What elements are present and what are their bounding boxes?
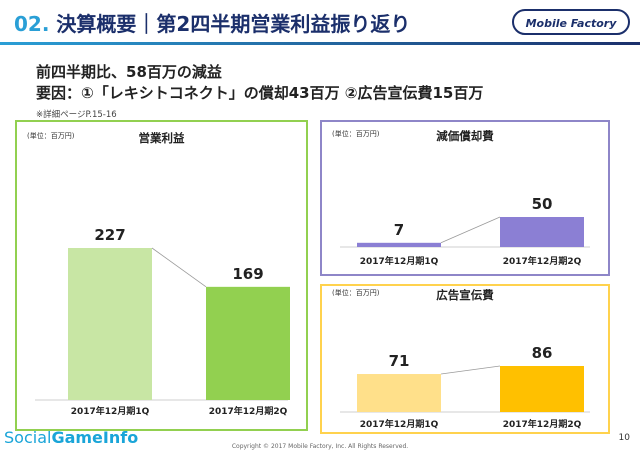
header: 02. 決算概要｜第2四半期営業利益振り返り Mobile Factory bbox=[0, 0, 640, 45]
operating-profit-chart: (単位：百万円) 営業利益 227 2017年12月期1Q 169 2017年12月期2Q bbox=[15, 120, 308, 431]
connector-line bbox=[440, 365, 501, 375]
company-logo: Mobile Factory bbox=[512, 9, 630, 35]
category-label: 2017年12月期1Q bbox=[360, 418, 439, 430]
category-label: 2017年12月期2Q bbox=[209, 405, 288, 417]
headline: 前四半期比、58百万の減益 要因：①「レキシトコネクト」の償却43百万 ②広告宣… bbox=[36, 62, 483, 104]
watermark-brand: SocialGameInfo bbox=[4, 428, 138, 447]
brand-game: Game bbox=[51, 428, 103, 447]
copyright: Copyright © 2017 Mobile Factory, Inc. Al… bbox=[231, 443, 409, 450]
unit-label: (単位：百万円) bbox=[332, 129, 380, 138]
bar-value-label: 169 bbox=[232, 265, 263, 283]
chart-title: 営業利益 bbox=[139, 131, 185, 145]
depreciation-chart-svg: (単位：百万円) 減価償却費 7 2017年12月期1Q 50 2017年12月期2Q bbox=[320, 120, 610, 276]
bar-value-label: 7 bbox=[394, 221, 404, 239]
category-label: 2017年12月期2Q bbox=[503, 418, 582, 430]
bar bbox=[357, 242, 441, 247]
advertising-chart-svg: (単位：百万円) 広告宣伝費 71 2017年12月期1Q 86 2017年12月期2Q bbox=[320, 284, 610, 434]
operating-profit-chart-svg: (単位：百万円) 営業利益 227 2017年12月期1Q 169 2017年12月期2Q bbox=[15, 120, 308, 431]
bar bbox=[500, 366, 584, 412]
chart-title: 広告宣伝費 bbox=[436, 288, 494, 302]
chart-border bbox=[320, 284, 610, 434]
category-label: 2017年12月期1Q bbox=[71, 405, 150, 417]
chart-title: 減価償却費 bbox=[436, 129, 494, 143]
connector-line bbox=[440, 216, 501, 244]
brand-info: Info bbox=[102, 428, 139, 447]
bar-value-label: 86 bbox=[532, 344, 553, 362]
depreciation-chart: (単位：百万円) 減価償却費 7 2017年12月期1Q 50 2017年12月期2Q bbox=[320, 120, 610, 276]
unit-label: (単位：百万円) bbox=[27, 131, 75, 140]
bar bbox=[206, 286, 290, 400]
connector-line bbox=[151, 247, 207, 288]
section-title: 決算概要｜第2四半期営業利益振り返り bbox=[56, 12, 411, 36]
page-title: 02. 決算概要｜第2四半期営業利益振り返り bbox=[14, 8, 410, 37]
bar bbox=[68, 248, 152, 400]
headline-line-1: 前四半期比、58百万の減益 bbox=[36, 63, 222, 81]
detail-note: ※詳細ページP.15-16 bbox=[36, 110, 117, 120]
header-divider bbox=[0, 42, 640, 45]
bar bbox=[357, 374, 441, 412]
advertising-chart: (単位：百万円) 広告宣伝費 71 2017年12月期1Q 86 2017年12月期2Q bbox=[320, 284, 610, 434]
bar-value-label: 71 bbox=[389, 352, 410, 370]
section-number: 02. bbox=[14, 12, 50, 36]
category-label: 2017年12月期2Q bbox=[503, 255, 582, 267]
headline-line-2: 要因：①「レキシトコネクト」の償却43百万 ②広告宣伝費15百万 bbox=[36, 84, 484, 102]
chart-border bbox=[320, 120, 610, 276]
bar-value-label: 227 bbox=[94, 226, 125, 244]
bar bbox=[500, 217, 584, 247]
bar-value-label: 50 bbox=[532, 195, 553, 213]
unit-label: (単位：百万円) bbox=[332, 288, 380, 297]
brand-social: Social bbox=[4, 428, 52, 447]
chart-border bbox=[15, 120, 308, 431]
page-number: 10 bbox=[618, 433, 630, 443]
category-label: 2017年12月期1Q bbox=[360, 255, 439, 267]
